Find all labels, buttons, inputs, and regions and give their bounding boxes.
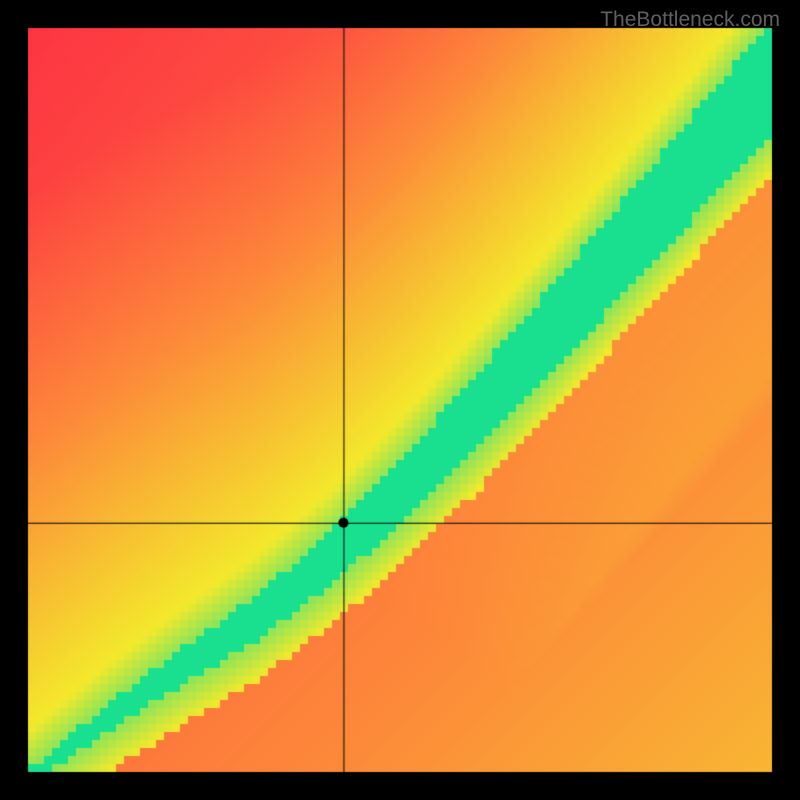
attribution-label: TheBottleneck.com (600, 8, 780, 32)
chart-container: TheBottleneck.com (0, 0, 800, 800)
heatmap-canvas (0, 0, 800, 800)
